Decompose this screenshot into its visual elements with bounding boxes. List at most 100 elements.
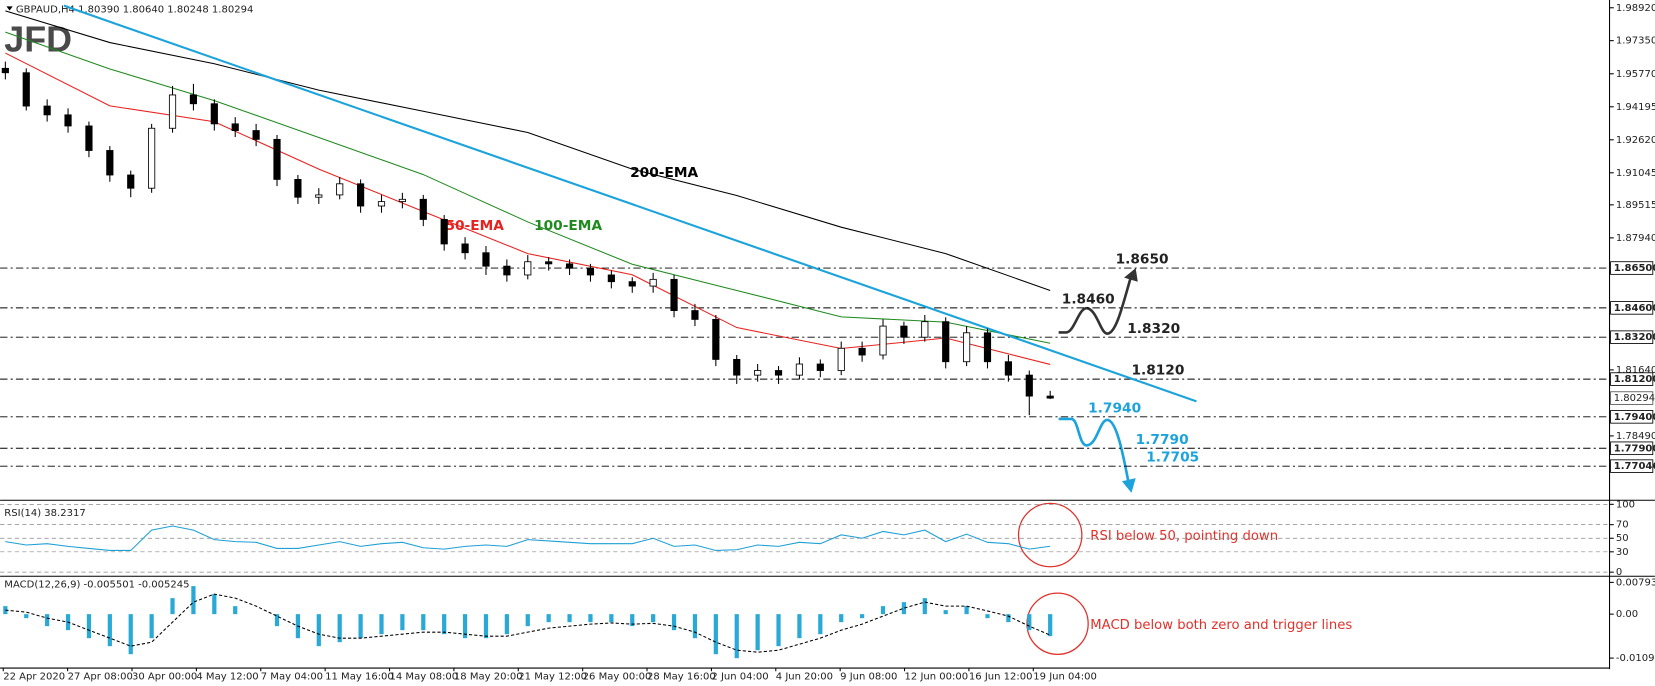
rsi-highlight	[1017, 502, 1083, 568]
candle-body	[398, 198, 406, 203]
macd-bar	[567, 614, 572, 623]
candle-body	[524, 261, 532, 276]
macd-bar	[1006, 614, 1011, 623]
macd-bar	[462, 614, 468, 639]
y-tick-label: 1.98920	[1616, 3, 1655, 14]
x-tick-label: 14 May 08:00	[390, 672, 459, 683]
ema-label: 100-EMA	[534, 218, 602, 234]
level-note: 1.7705	[1146, 450, 1199, 466]
macd-bar	[421, 614, 426, 631]
macd-bar	[609, 614, 614, 623]
level-label: 1.84600	[1614, 303, 1655, 314]
ema-label: 200-EMA	[630, 165, 698, 181]
candle-body	[1, 67, 9, 74]
candle-body	[942, 321, 950, 363]
scenario-arrow-up	[1058, 278, 1132, 335]
candle-body	[565, 263, 574, 269]
candle-body	[1025, 374, 1033, 397]
macd-bar	[170, 598, 175, 615]
macd-bar	[212, 594, 217, 615]
y-tick-label: 1.87940	[1616, 233, 1655, 244]
y-tick-label: -0.010976	[1616, 653, 1655, 664]
macd-bar	[107, 614, 112, 647]
candle-body	[607, 274, 615, 283]
candle-body	[754, 370, 762, 376]
level-note: 1.8460	[1062, 291, 1115, 307]
candle-body	[461, 243, 469, 254]
candle-body	[419, 198, 427, 220]
macd-bar	[191, 586, 196, 615]
level-note: 1.8650	[1116, 252, 1169, 268]
arrow-head	[1124, 268, 1138, 282]
candle-body	[921, 321, 929, 338]
candle-body	[231, 123, 239, 131]
candle-body	[64, 114, 72, 127]
x-tick-label: 26 May 00:00	[583, 672, 652, 683]
macd-bar	[713, 614, 718, 655]
level-label-box	[1610, 330, 1654, 344]
ema-line	[5, 31, 1051, 344]
candle-body	[900, 325, 908, 338]
candle-body	[670, 278, 678, 312]
level-label-box	[1610, 372, 1654, 386]
macd-bar	[776, 614, 781, 647]
level-label: 1.81200	[1614, 374, 1655, 385]
macd-bar	[839, 614, 844, 623]
ema-line	[5, 52, 1051, 365]
macd-bar	[797, 614, 802, 639]
candle-body	[440, 219, 448, 245]
y-tick-label: 70	[1616, 520, 1629, 531]
rsi-title: RSI(14) 38.2317	[4, 508, 85, 519]
x-tick-label: 28 May 16:00	[647, 672, 716, 683]
candle-body	[983, 332, 992, 363]
x-tick-label: 16 Jun 12:00	[969, 672, 1033, 683]
rsi-line	[5, 525, 1051, 551]
candle-body	[252, 130, 260, 140]
y-tick-label: 1.89515	[1616, 200, 1655, 211]
ema-line	[5, 10, 1051, 291]
macd-bar	[692, 614, 698, 639]
level-label: 1.86500	[1614, 263, 1655, 274]
macd-bar	[442, 614, 447, 635]
candle-body	[189, 94, 198, 105]
level-label-box	[1610, 441, 1654, 456]
macd-bar	[985, 614, 990, 619]
candle-body	[106, 150, 114, 176]
candle-body	[273, 138, 281, 180]
candle-body	[336, 183, 344, 196]
x-tick-label: 22 Apr 2020	[3, 672, 65, 683]
menu-triangle	[6, 6, 13, 11]
level-label: 1.77900	[1614, 443, 1655, 454]
x-tick-label: 30 Apr 00:00	[132, 672, 197, 683]
candle-body	[628, 281, 636, 287]
level-note: 1.8120	[1131, 363, 1184, 379]
ema-label: 50-EMA	[445, 218, 504, 234]
x-tick-label: 4 May 12:00	[196, 672, 258, 683]
y-tick-label: 1.97350	[1616, 36, 1655, 47]
chart-title: GBPAUD,H4 1.80390 1.80640 1.80248 1.8029…	[16, 4, 253, 15]
macd-bar	[880, 606, 886, 615]
macd-bar	[1027, 614, 1032, 631]
arrow-head	[1121, 478, 1136, 493]
signal-line	[5, 593, 1051, 653]
level-label-box	[1610, 301, 1654, 315]
macd-bar	[86, 614, 92, 639]
candle-body	[712, 318, 720, 360]
macd-bar	[943, 610, 948, 615]
candle-body	[482, 252, 490, 267]
x-tick-label: 27 Apr 08:00	[68, 672, 133, 683]
level-label: 1.79400	[1614, 412, 1655, 423]
candle-body	[963, 332, 971, 363]
candle-body	[545, 261, 553, 265]
last-price-label: 1.80294	[1614, 393, 1655, 404]
macd-bar	[337, 614, 342, 643]
y-tick-label: 0.00	[1616, 609, 1638, 620]
x-tick-label: 18 May 20:00	[454, 672, 523, 683]
y-tick-label: 1.81640	[1616, 365, 1655, 376]
level-note: 1.7940	[1088, 400, 1141, 416]
candle-body	[210, 103, 218, 125]
y-tick-label: 50	[1616, 533, 1629, 544]
macd-bar	[964, 606, 969, 615]
